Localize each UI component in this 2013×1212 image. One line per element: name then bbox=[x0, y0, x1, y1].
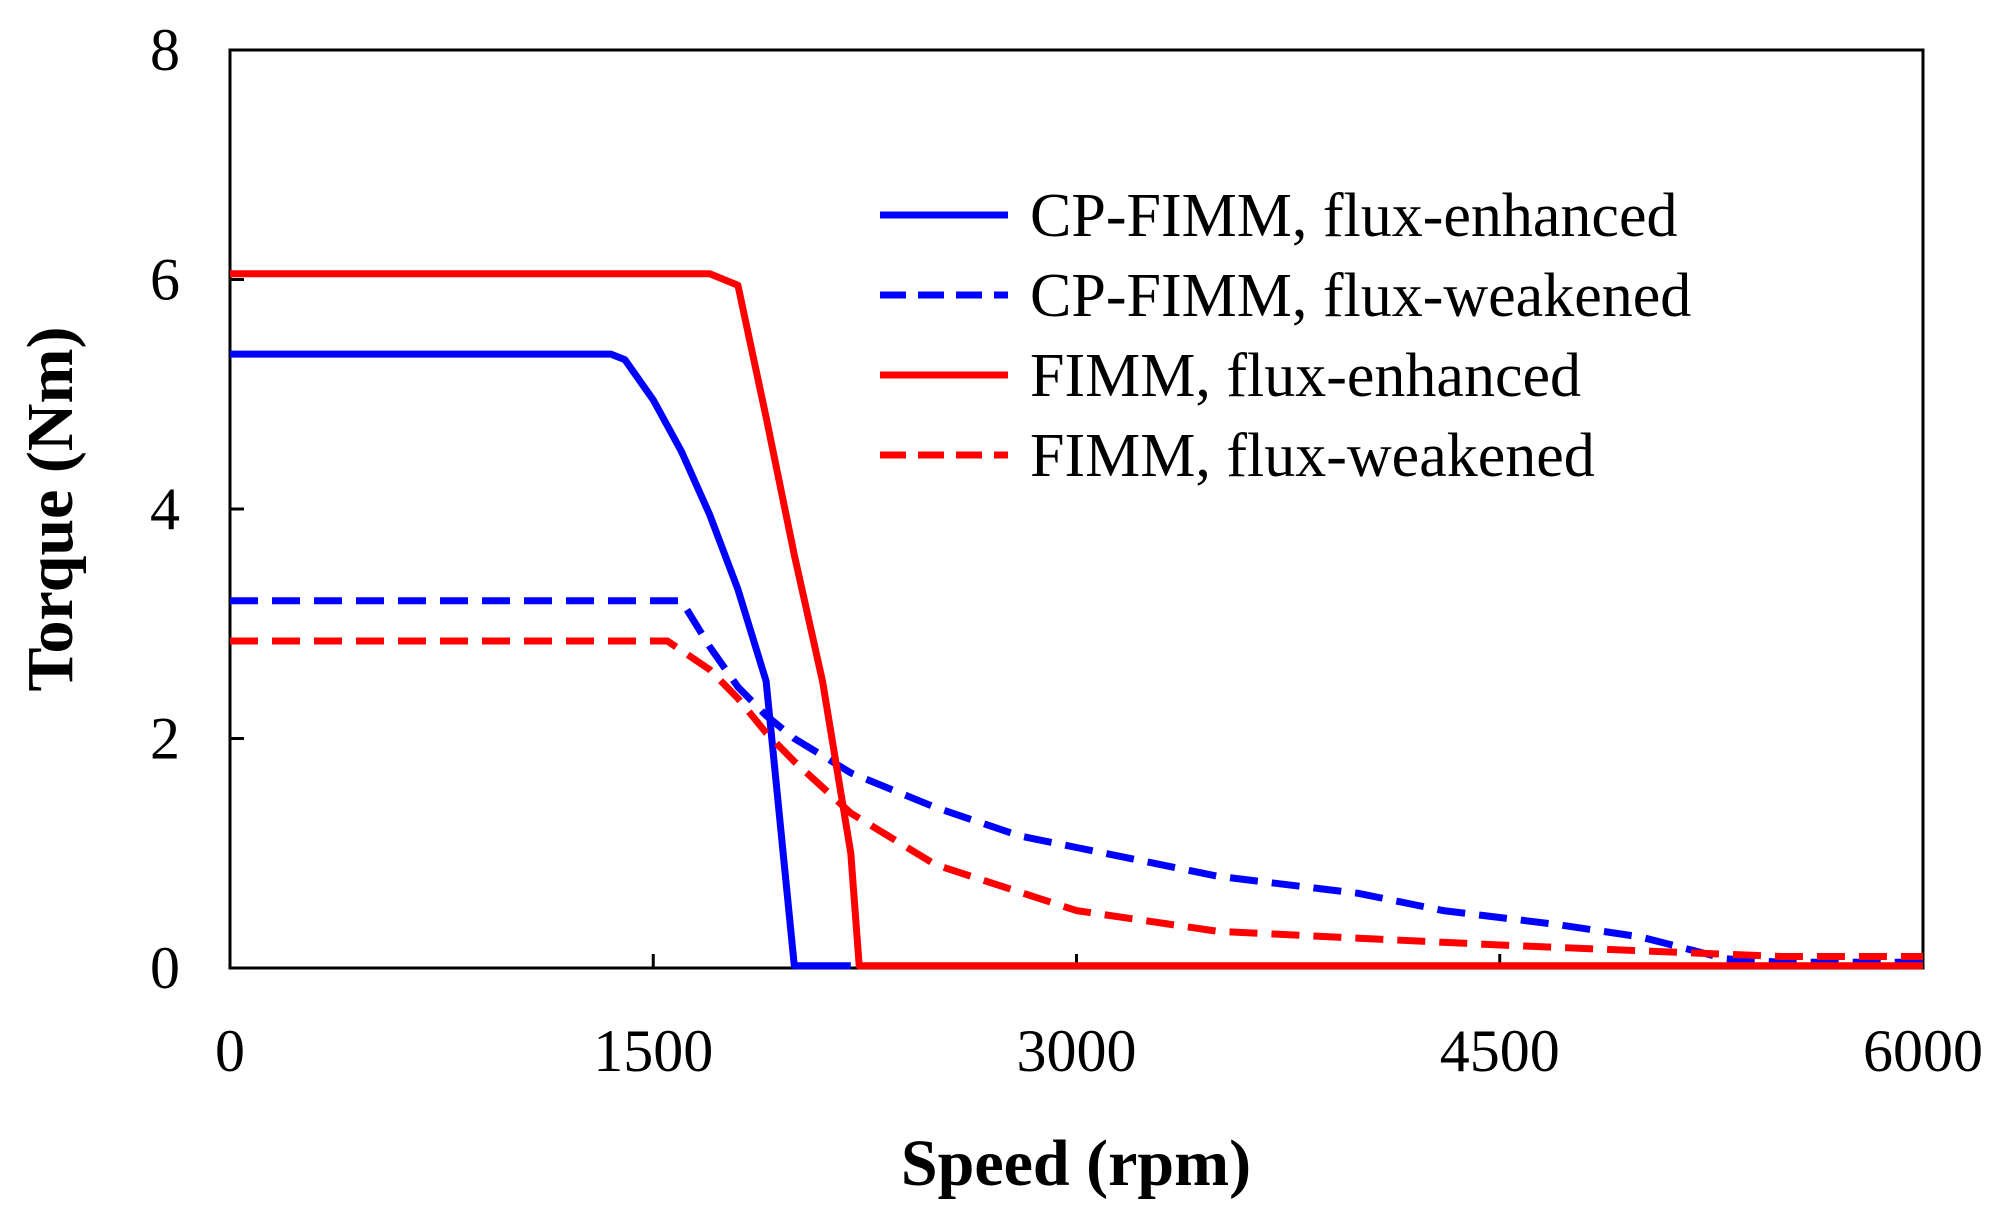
legend-label-1: CP-FIMM, flux-enhanced bbox=[1030, 182, 1677, 250]
legend-label-4: FIMM, flux-weakened bbox=[1030, 422, 1595, 490]
x-axis-title: Speed (rpm) bbox=[901, 1127, 1251, 1200]
legend-label-2: CP-FIMM, flux-weakened bbox=[1030, 262, 1691, 330]
series-layer bbox=[230, 270, 1923, 970]
y-tick-label: 8 bbox=[150, 17, 180, 83]
legend: CP-FIMM, flux-enhanced CP-FIMM, flux-weak… bbox=[880, 182, 1691, 490]
plot-area bbox=[228, 48, 1925, 970]
x-tick-label: 3000 bbox=[1017, 1018, 1137, 1084]
y-axis-title: Torque (Nm) bbox=[14, 327, 87, 692]
x-tick-label: 1500 bbox=[593, 1018, 713, 1084]
x-tick-label: 0 bbox=[215, 1018, 245, 1084]
y-tick-label: 4 bbox=[150, 476, 180, 542]
y-tick-label: 0 bbox=[150, 935, 180, 1001]
series-line-3 bbox=[230, 270, 1923, 970]
y-axis-ticks: 0 2 4 6 8 bbox=[150, 17, 244, 1001]
y-tick-label: 6 bbox=[150, 247, 180, 313]
y-tick-label: 2 bbox=[150, 706, 180, 772]
series-line-2 bbox=[230, 597, 1923, 966]
x-axis-ticks: 0 1500 3000 4500 6000 bbox=[215, 954, 1983, 1084]
legend-label-3: FIMM, flux-enhanced bbox=[1030, 342, 1581, 410]
series-line-1 bbox=[230, 350, 851, 970]
x-tick-label: 6000 bbox=[1863, 1018, 1983, 1084]
x-tick-label: 4500 bbox=[1440, 1018, 1560, 1084]
